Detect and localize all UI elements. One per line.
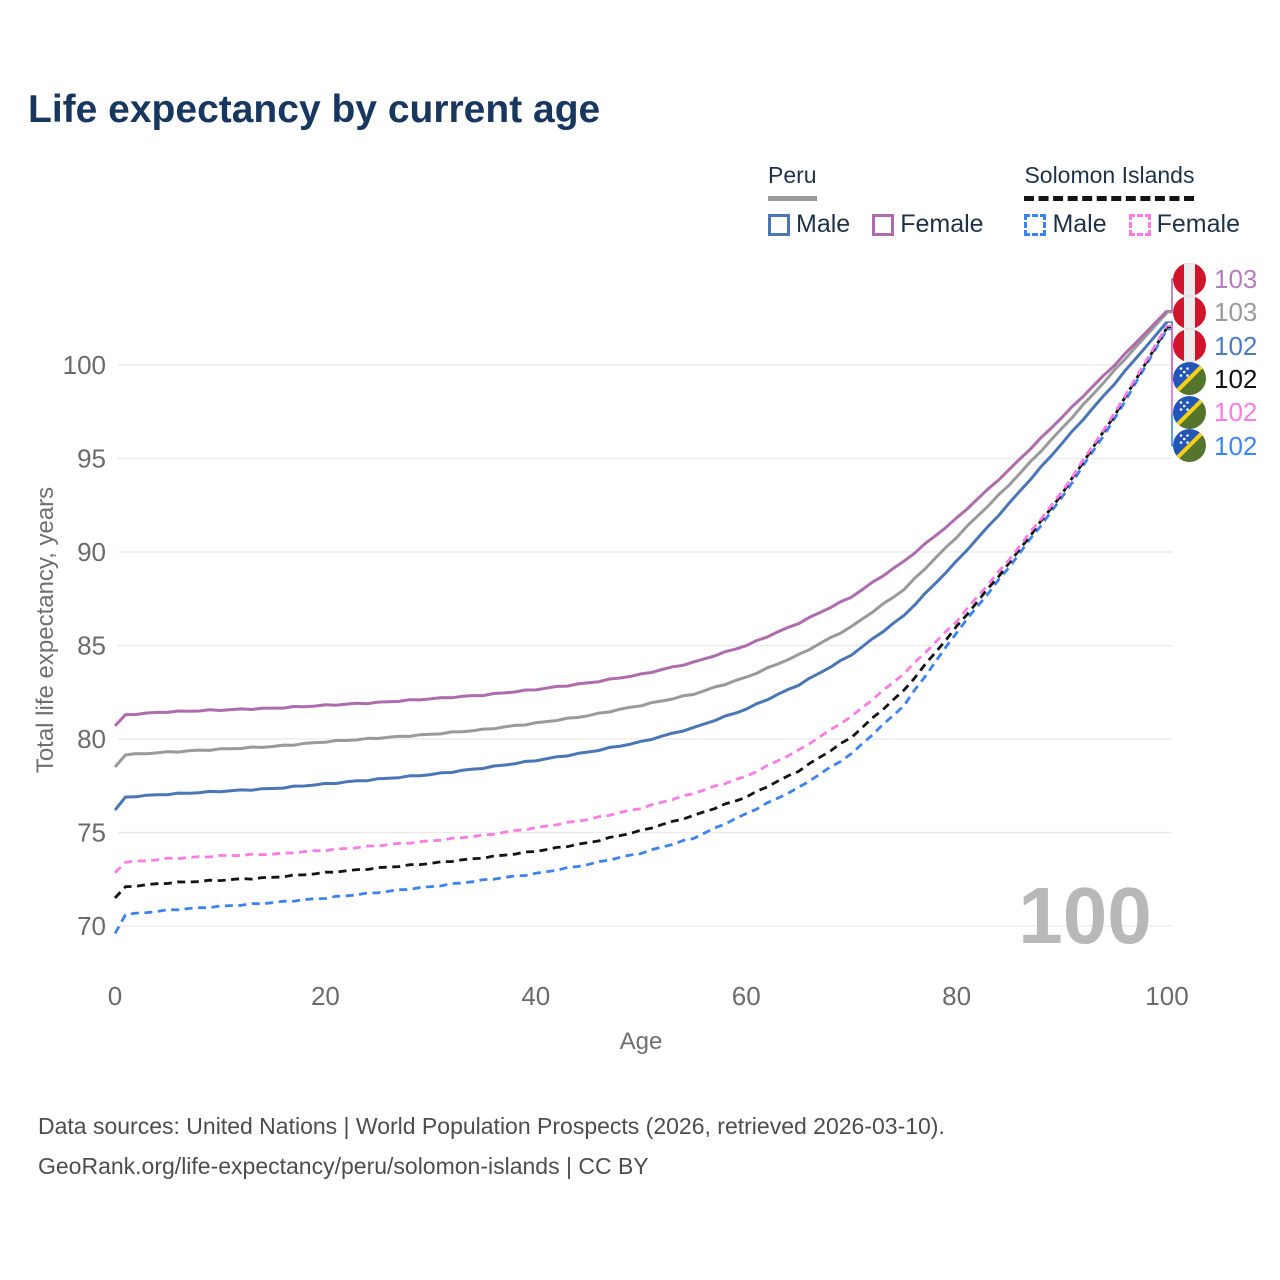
y-tick-label-75: 75 xyxy=(77,818,106,848)
series-line-peru-both-sexes[interactable] xyxy=(113,311,1169,768)
y-tick-label-100: 100 xyxy=(63,350,106,380)
x-tick-label-80: 80 xyxy=(942,981,971,1011)
x-tick-label-100: 100 xyxy=(1145,981,1188,1011)
y-tick-label-90: 90 xyxy=(77,537,106,567)
end-label-row-peru-female[interactable]: 103 xyxy=(1173,262,1257,296)
legend: Peru Male Female Solomon Islands Male xyxy=(768,162,1240,239)
solomon-islands-flag-icon xyxy=(1173,395,1206,429)
legend-swatch-solomon-islands-female xyxy=(1128,213,1151,236)
legend-item-solomon-islands-male[interactable]: Male xyxy=(1024,210,1107,239)
end-label-row-solomon-islands-female[interactable]: 102 xyxy=(1173,395,1257,429)
y-axis-title: Total life expectancy, years xyxy=(32,486,59,774)
series-line-solomon-islands-male[interactable] xyxy=(113,328,1169,935)
end-label-row-peru-male[interactable]: 102 xyxy=(1173,329,1257,363)
series-line-solomon-islands-both-sexes[interactable] xyxy=(113,326,1169,899)
end-label-row-solomon-islands-male[interactable]: 102 xyxy=(1173,429,1257,463)
y-tick-label-95: 95 xyxy=(77,444,106,474)
end-label-row-peru-both-sexes[interactable]: 103 xyxy=(1173,295,1257,329)
legend-group-peru: Peru Male Female xyxy=(768,162,984,239)
legend-swatch-solomon-islands-male xyxy=(1024,213,1047,236)
peru-flag-icon xyxy=(1173,295,1206,329)
end-value-label: 103 xyxy=(1214,297,1258,328)
legend-item-peru-male[interactable]: Male xyxy=(768,210,850,239)
legend-item-peru-female[interactable]: Female xyxy=(872,210,984,239)
end-value-label: 102 xyxy=(1214,363,1258,394)
peru-flag-icon xyxy=(1173,262,1206,296)
footer: Data sources: United Nations | World Pop… xyxy=(38,1106,945,1186)
peru-flag-icon xyxy=(1173,329,1206,363)
series-line-peru-female[interactable] xyxy=(113,309,1169,727)
page-title: Life expectancy by current age xyxy=(28,88,601,131)
legend-label-solomon-islands-male: Male xyxy=(1052,210,1107,238)
footer-data-sources: Data sources: United Nations | World Pop… xyxy=(38,1113,945,1139)
legend-country-solomon-islands[interactable]: Solomon Islands xyxy=(1024,162,1195,201)
y-tick-label-80: 80 xyxy=(77,724,106,754)
solomon-islands-flag-icon xyxy=(1173,429,1206,462)
end-value-label: 102 xyxy=(1214,397,1258,428)
series-line-solomon-islands-female[interactable] xyxy=(114,324,1169,874)
legend-country-peru[interactable]: Peru xyxy=(768,162,817,201)
end-label-row-solomon-islands-both-sexes[interactable]: 102 xyxy=(1173,362,1257,396)
legend-swatch-peru-female xyxy=(872,213,895,236)
legend-label-peru-female: Female xyxy=(900,210,984,238)
legend-swatch-peru-male xyxy=(768,213,790,236)
legend-item-solomon-islands-female[interactable]: Female xyxy=(1128,210,1240,239)
line-chart-plot: 70 75 80 85 90 95 100 0 20 40 60 80 100 100 xyxy=(63,278,1189,1011)
y-tick-label-70: 70 xyxy=(77,911,106,941)
x-tick-label-20: 20 xyxy=(311,981,340,1011)
series-line-peru-male[interactable] xyxy=(113,321,1169,812)
solomon-islands-flag-icon xyxy=(1173,362,1206,396)
x-tick-label-0: 0 xyxy=(108,981,122,1011)
y-tick-label-85: 85 xyxy=(77,631,106,661)
legend-label-solomon-islands-female: Female xyxy=(1156,210,1240,238)
legend-group-solomon-islands: Solomon Islands Male Female xyxy=(1024,162,1240,239)
end-value-label: 102 xyxy=(1214,430,1258,461)
end-value-label: 103 xyxy=(1214,264,1258,294)
legend-label-peru-male: Male xyxy=(796,210,851,238)
x-tick-label-40: 40 xyxy=(521,981,550,1011)
age-watermark: 100 xyxy=(1018,871,1151,960)
end-value-label: 102 xyxy=(1214,330,1258,361)
footer-attribution: GeoRank.org/life-expectancy/peru/solomon… xyxy=(38,1153,649,1179)
x-axis-title: Age xyxy=(619,1028,663,1055)
x-tick-label-60: 60 xyxy=(732,981,761,1011)
